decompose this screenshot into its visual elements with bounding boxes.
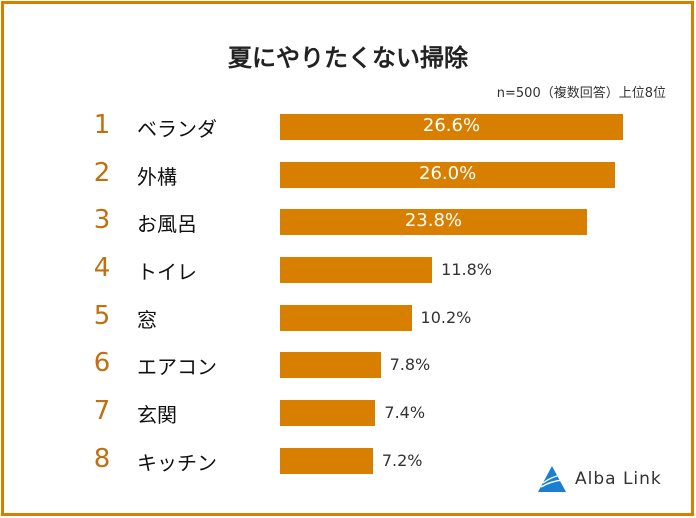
data-label: 23.8% (404, 210, 463, 231)
bar (280, 400, 376, 426)
rank-number: 6 (93, 348, 111, 378)
rank-number: 4 (93, 253, 111, 283)
category-label: 外構 (137, 165, 177, 189)
category-label: トイレ (137, 260, 197, 284)
category-label: お風呂 (137, 212, 197, 236)
data-label: 7.8% (389, 355, 431, 374)
chart-title: 夏にやりたくない掃除 (228, 44, 468, 72)
bar (280, 352, 381, 378)
category-label: エアコン (137, 355, 217, 379)
data-label: 7.2% (381, 451, 423, 470)
rank-number: 8 (93, 444, 111, 474)
category-label: 窓 (137, 308, 157, 332)
category-label: 玄関 (137, 403, 177, 427)
bar (280, 162, 616, 188)
logo-text: Alba Link (575, 469, 662, 489)
logo-triangle-icon (538, 466, 566, 492)
bar (280, 209, 587, 235)
data-label: 7.4% (384, 403, 426, 422)
rank-number: 7 (93, 396, 111, 426)
data-label: 26.0% (419, 163, 477, 184)
data-label: 10.2% (420, 308, 472, 327)
alba-link-logo: Alba Link (537, 465, 662, 493)
bar (280, 257, 433, 283)
bar (280, 114, 623, 140)
category-label: キッチン (137, 451, 217, 475)
rank-number: 3 (93, 205, 111, 235)
data-label: 26.6% (422, 115, 481, 136)
category-label: ベランダ (137, 117, 217, 141)
bar (280, 448, 373, 474)
data-label: 11.8% (441, 260, 492, 279)
rank-number: 2 (93, 158, 111, 188)
bar (280, 305, 412, 331)
rank-number: 1 (93, 110, 111, 140)
chart-subtitle: n=500（複数回答）上位8位 (496, 86, 666, 101)
rank-number: 5 (93, 301, 111, 331)
